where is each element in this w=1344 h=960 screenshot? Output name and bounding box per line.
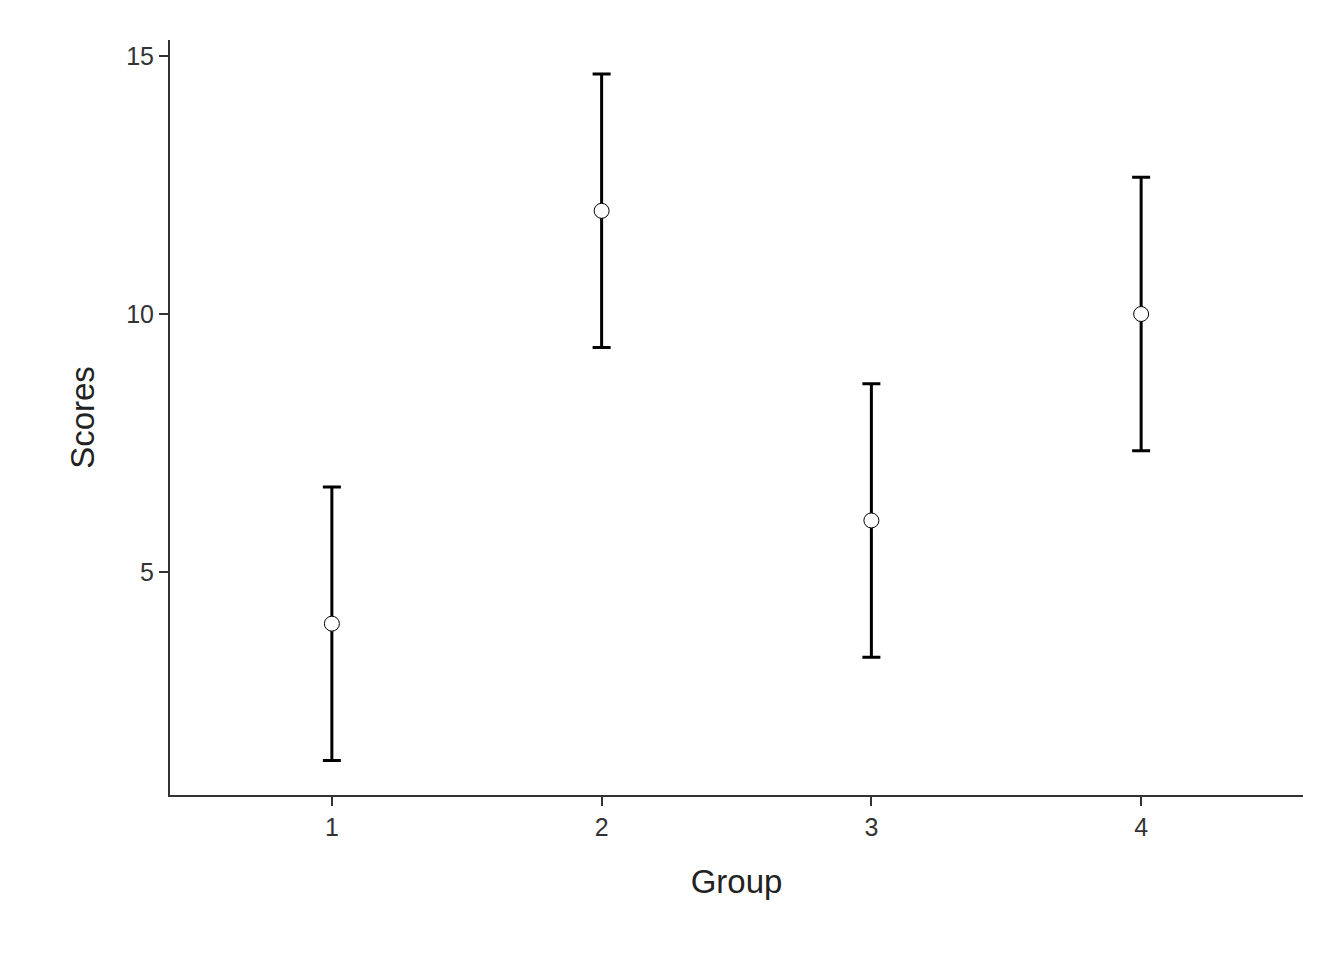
svg-text:1: 1	[325, 813, 339, 841]
svg-text:5: 5	[140, 558, 154, 586]
svg-text:15: 15	[126, 42, 154, 70]
svg-text:Scores: Scores	[64, 366, 101, 469]
svg-text:10: 10	[126, 300, 154, 328]
svg-text:4: 4	[1134, 813, 1148, 841]
svg-text:3: 3	[864, 813, 878, 841]
svg-text:2: 2	[595, 813, 609, 841]
svg-text:Group: Group	[691, 863, 783, 900]
